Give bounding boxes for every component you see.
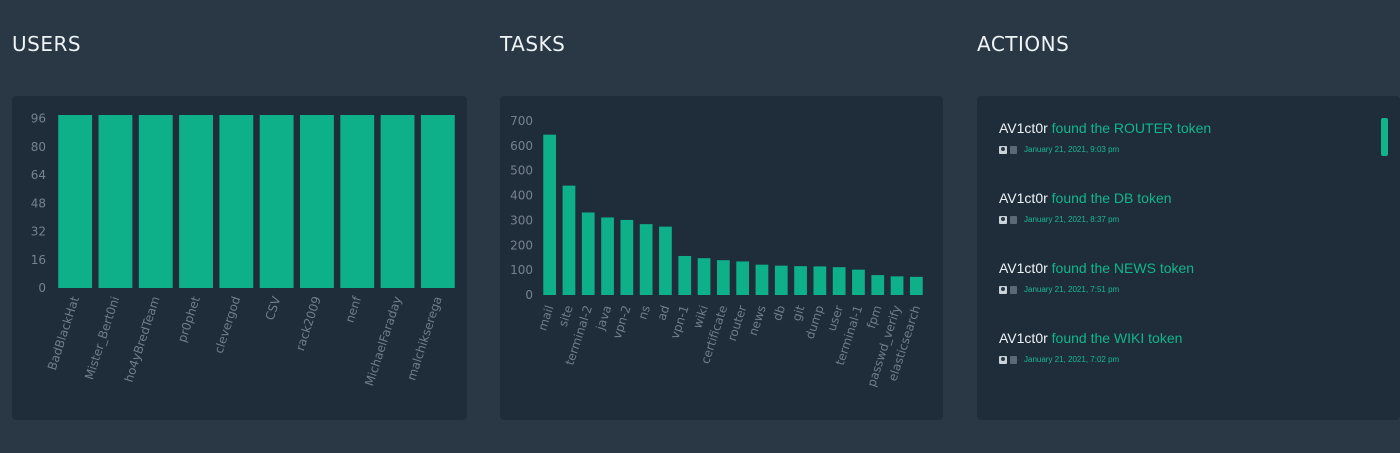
bar-Mister_Bert0ni[interactable]	[98, 115, 133, 288]
user-icon	[999, 145, 1007, 154]
x-tick-label: mail	[535, 304, 556, 333]
y-tick-label: 80	[31, 140, 46, 154]
bar-nenf[interactable]	[340, 115, 375, 288]
x-tick-label: Mister_Bert0ni	[82, 295, 122, 382]
x-tick-label: site	[556, 304, 576, 329]
bar-BadBlackHat[interactable]	[58, 115, 93, 288]
x-tick-label: MichaelFaraday	[362, 295, 404, 388]
users-title: USERS	[12, 32, 82, 56]
y-tick-label: 600	[510, 139, 533, 153]
x-tick-label: user	[825, 304, 846, 333]
bar-ns[interactable]	[639, 224, 653, 295]
bar-site[interactable]	[562, 185, 576, 295]
bar-terminal-2[interactable]	[581, 212, 595, 295]
y-tick-label: 64	[31, 168, 46, 182]
x-tick-label: clevergod	[212, 295, 244, 356]
y-tick-label: 96	[31, 112, 46, 126]
bar-clevergod[interactable]	[219, 115, 254, 288]
action-text: found the NEWS token	[1051, 260, 1195, 276]
actions-title: ACTIONS	[977, 32, 1070, 56]
x-tick-label: nenf	[342, 294, 364, 325]
x-tick-label: fpm	[864, 304, 885, 331]
tasks-panel: 0 100 200 300 400 500 600 700 mail site terminal-2…	[500, 96, 943, 420]
bar-malchikserega[interactable]	[420, 115, 455, 288]
y-tick-label: 0	[38, 281, 46, 295]
y-tick-label: 100	[510, 263, 533, 277]
flag-icon	[1010, 145, 1017, 154]
action-item: AV1ct0r found the WIKI token January 21,…	[999, 330, 1182, 364]
x-tick-label: CSV	[263, 294, 284, 322]
y-tick-label: 32	[31, 225, 46, 239]
action-time: January 21, 2021, 7:51 pm	[1024, 285, 1120, 294]
action-item: AV1ct0r found the NEWS token January 21,…	[999, 260, 1194, 294]
bar-user[interactable]	[832, 267, 846, 295]
x-tick-label: wiki	[690, 304, 711, 331]
action-text: found the DB token	[1051, 190, 1172, 206]
action-text: found the ROUTER token	[1051, 120, 1212, 136]
bar-news[interactable]	[755, 264, 769, 295]
flag-icon	[1010, 285, 1017, 294]
bar-terminal-1[interactable]	[852, 269, 865, 295]
bar-ad[interactable]	[659, 226, 672, 295]
x-tick-label: pr0phet	[175, 294, 203, 344]
bar-rack2009[interactable]	[300, 115, 334, 288]
y-tick-label: 0	[525, 288, 533, 302]
bar-db[interactable]	[774, 265, 788, 295]
bar-certificate[interactable]	[716, 260, 730, 295]
flag-icon	[1010, 355, 1017, 364]
y-tick-label: 500	[510, 164, 533, 178]
bar-ho4yBredTeam[interactable]	[138, 115, 173, 288]
action-time: January 21, 2021, 9:03 pm	[1024, 145, 1120, 154]
user-icon	[999, 285, 1007, 294]
y-tick-label: 16	[31, 253, 46, 267]
bar-dump[interactable]	[813, 266, 827, 295]
x-tick-label: ns	[635, 304, 653, 322]
bar-MichaelFaraday[interactable]	[380, 115, 415, 288]
bar-CSV[interactable]	[259, 115, 294, 288]
x-tick-label: ad	[654, 304, 672, 323]
bar-vpn-1[interactable]	[678, 255, 692, 295]
action-actor[interactable]: AV1ct0r	[999, 260, 1048, 276]
users-bar-chart: 0 16 32 48 64 80 96 BadBlackHat Mister_Bert0ni ho…	[31, 112, 455, 388]
action-time: January 21, 2021, 8:37 pm	[1024, 215, 1120, 224]
actions-panel[interactable]: AV1ct0r found the ROUTER token January 2…	[977, 96, 1400, 420]
flag-icon	[1010, 215, 1017, 224]
y-tick-label: 48	[31, 196, 46, 210]
bar-passwd_verify[interactable]	[890, 276, 904, 295]
y-tick-label: 300	[510, 213, 533, 227]
bar-java[interactable]	[601, 217, 614, 295]
action-time: January 21, 2021, 7:02 pm	[1024, 355, 1120, 364]
x-tick-label: git	[789, 303, 807, 322]
x-tick-label: news	[746, 304, 769, 338]
y-tick-label: 700	[510, 114, 533, 128]
action-actor[interactable]: AV1ct0r	[999, 330, 1048, 346]
users-panel: 0 16 32 48 64 80 96 BadBlackHat Mister_Bert0ni ho…	[12, 96, 467, 420]
user-icon	[999, 215, 1007, 224]
action-text: found the WIKI token	[1051, 330, 1183, 346]
x-tick-label: BadBlackHat	[45, 294, 82, 372]
bar-elasticsearch[interactable]	[909, 276, 923, 295]
bar-wiki[interactable]	[697, 258, 711, 295]
bar-mail[interactable]	[543, 134, 557, 295]
x-tick-label: rack2009	[293, 295, 324, 353]
user-icon	[999, 355, 1007, 364]
bar-router[interactable]	[736, 261, 750, 295]
action-item: AV1ct0r found the DB token January 21, 2…	[999, 190, 1172, 224]
action-item: AV1ct0r found the ROUTER token January 2…	[999, 120, 1211, 154]
y-tick-label: 400	[510, 189, 533, 203]
bar-pr0phet[interactable]	[179, 115, 213, 288]
action-actor[interactable]: AV1ct0r	[999, 190, 1048, 206]
scrollbar-thumb[interactable]	[1381, 118, 1388, 156]
x-tick-label: java	[593, 304, 614, 333]
x-tick-label: db	[770, 304, 788, 323]
bar-vpn-2[interactable]	[620, 219, 634, 295]
action-actor[interactable]: AV1ct0r	[999, 120, 1048, 136]
bar-fpm[interactable]	[871, 275, 885, 295]
x-tick-label: ho4yBredTeam	[122, 295, 163, 384]
y-tick-label: 200	[510, 238, 533, 252]
tasks-title: TASKS	[500, 32, 566, 56]
x-tick-label: malchikserega	[404, 295, 444, 383]
bar-git[interactable]	[794, 266, 807, 295]
